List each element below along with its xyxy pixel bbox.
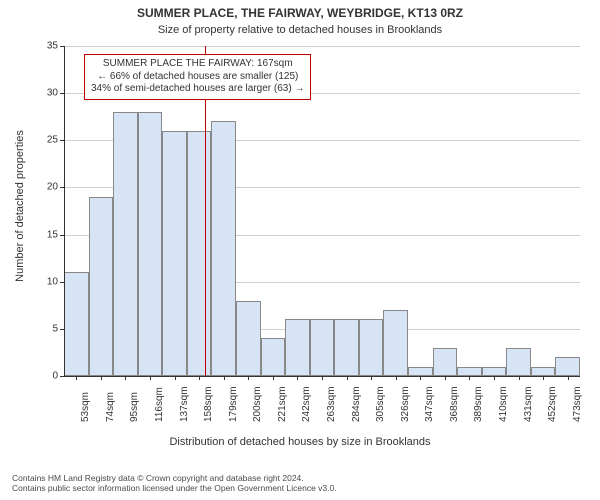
histogram-bar [433,348,458,376]
xtick-label: 452sqm [547,386,558,422]
histogram-bar [261,338,286,376]
x-axis-line [64,376,580,377]
xtick-label: 137sqm [179,386,190,422]
xtick-label: 242sqm [301,386,312,422]
histogram-bar [383,310,408,376]
chart-title-line1: SUMMER PLACE, THE FAIRWAY, WEYBRIDGE, KT… [0,6,600,20]
y-axis-line [64,46,65,376]
histogram-bar [113,112,138,376]
histogram-bar [285,319,310,376]
histogram-bar [408,367,433,376]
xtick-label: 53sqm [80,392,91,422]
xtick-label: 221sqm [277,386,288,422]
ytick-label: 0 [36,371,58,382]
xtick-label: 158sqm [203,386,214,422]
histogram-bar [359,319,384,376]
histogram-bar [89,197,114,376]
histogram-bar [138,112,163,376]
y-axis-label: Number of detached properties [14,116,26,296]
xtick-label: 410sqm [498,386,509,422]
histogram-bar [506,348,531,376]
gridline [64,46,580,47]
xtick-label: 347sqm [424,386,435,422]
xtick-label: 431sqm [523,386,534,422]
xtick-label: 389sqm [473,386,484,422]
histogram-bar [236,301,261,376]
property-info-box: SUMMER PLACE THE FAIRWAY: 167sqm← 66% of… [84,54,311,100]
ytick-label: 20 [36,182,58,193]
histogram-bar [211,121,236,376]
xtick-label: 368sqm [449,386,460,422]
info-box-line1: SUMMER PLACE THE FAIRWAY: 167sqm [91,58,304,71]
histogram-bar [334,319,359,376]
histogram-bar [162,131,187,376]
x-axis-label: Distribution of detached houses by size … [0,436,600,448]
xtick-label: 200sqm [252,386,263,422]
histogram-bar [531,367,556,376]
histogram-bar [187,131,212,376]
footer-line1: Contains HM Land Registry data © Crown c… [12,473,337,484]
histogram-bar [64,272,89,376]
ytick-label: 15 [36,229,58,240]
histogram-bar [310,319,335,376]
xtick-label: 263sqm [326,386,337,422]
histogram-bar [457,367,482,376]
info-box-line2: ← 66% of detached houses are smaller (12… [91,71,304,84]
info-box-line3: 34% of semi-detached houses are larger (… [91,83,304,96]
ytick-label: 10 [36,276,58,287]
xtick-label: 179sqm [228,386,239,422]
xtick-label: 284sqm [351,386,362,422]
ytick-label: 30 [36,88,58,99]
histogram-bar [555,357,580,376]
ytick-label: 5 [36,323,58,334]
ytick-label: 35 [36,41,58,52]
xtick-label: 326sqm [400,386,411,422]
ytick-label: 25 [36,135,58,146]
histogram-bar [482,367,507,376]
xtick-label: 95sqm [129,392,140,422]
xtick-label: 473sqm [572,386,583,422]
xtick-label: 74sqm [105,392,116,422]
footer-line2: Contains public sector information licen… [12,483,337,494]
chart-title-line2: Size of property relative to detached ho… [0,24,600,36]
xtick-label: 305sqm [375,386,386,422]
footer-attribution: Contains HM Land Registry data © Crown c… [12,473,337,494]
xtick-label: 116sqm [154,387,165,422]
